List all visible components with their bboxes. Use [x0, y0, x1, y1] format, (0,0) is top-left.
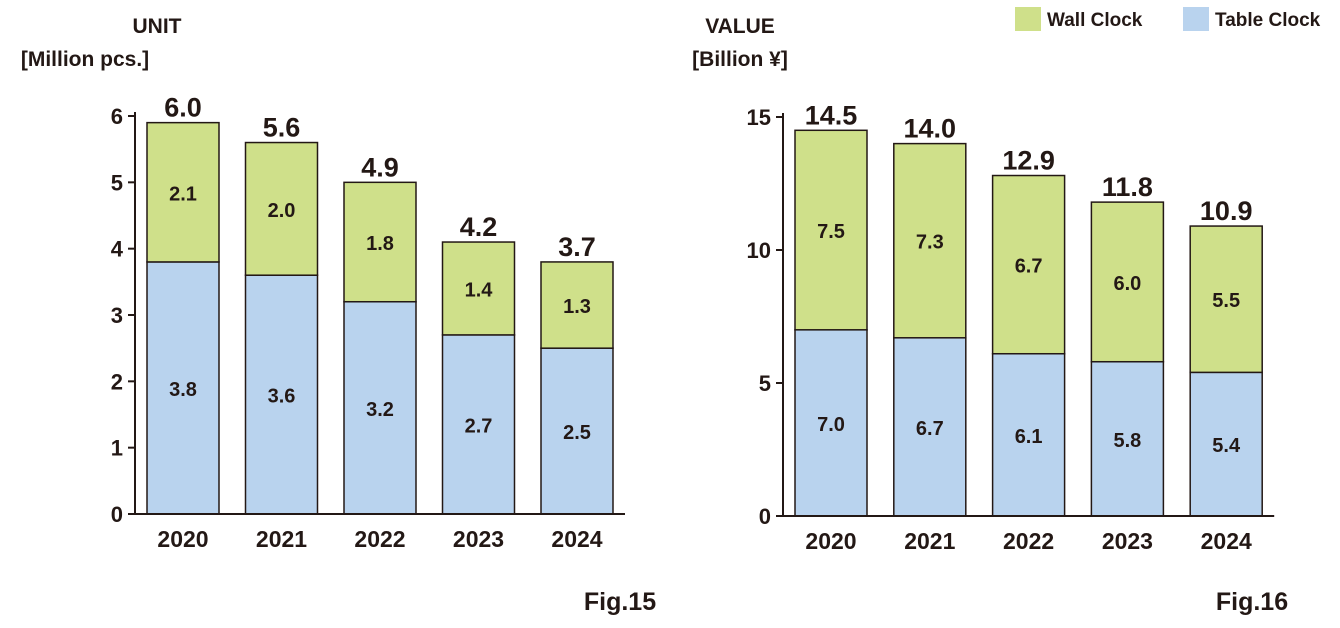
value-bar-wall-clock	[991, 174, 1066, 355]
unit-x-tick-label: 2021	[256, 526, 307, 552]
value-x-tick-label: 2024	[1201, 528, 1252, 554]
value-bar-label-wall-clock: 7.5	[817, 221, 845, 243]
unit-y-tick-label: 0	[111, 502, 123, 527]
value-bar-label-table-clock: 7.0	[817, 414, 845, 436]
value-x-tick-label: 2021	[904, 528, 955, 554]
value-y-tick-label: 10	[747, 238, 771, 263]
value-bar-table-clock	[1090, 360, 1165, 517]
value-bar-label-table-clock: 6.7	[916, 418, 944, 440]
value-x-tick-label: 2022	[1003, 528, 1054, 554]
unit-bar-total-label: 5.6	[263, 113, 301, 143]
value-chart-unit-label: [Billion ¥]	[692, 48, 788, 71]
value-bar-label-table-clock: 5.8	[1113, 430, 1141, 452]
value-bar-total-label: 12.9	[1002, 146, 1055, 176]
unit-bar-wall-clock	[540, 261, 614, 349]
value-bar-label-wall-clock: 6.0	[1113, 273, 1141, 295]
unit-bar-label-table-clock: 3.6	[268, 386, 296, 408]
unit-x-tick-label: 2020	[157, 526, 208, 552]
unit-bar-total-label: 3.7	[558, 232, 596, 262]
legend-swatch-table-clock	[1183, 7, 1209, 31]
unit-bar-table-clock	[244, 274, 319, 515]
unit-bar-wall-clock	[244, 141, 319, 276]
legend-label-wall-clock: Wall Clock	[1047, 10, 1143, 31]
unit-bar-wall-clock	[146, 121, 220, 263]
unit-y-tick-label: 3	[111, 303, 123, 328]
value-bar-total-label: 11.8	[1102, 172, 1153, 202]
unit-bar-label-table-clock: 3.8	[169, 379, 197, 401]
unit-bar-label-table-clock: 2.5	[563, 422, 591, 444]
value-bar-label-wall-clock: 7.3	[916, 232, 944, 254]
unit-bar-table-clock	[441, 334, 516, 515]
value-chart-title: VALUE	[705, 15, 775, 38]
unit-x-tick-label: 2024	[551, 526, 602, 552]
legend-label-table-clock: Table Clock	[1215, 10, 1321, 31]
value-bar-label-table-clock: 5.4	[1212, 435, 1241, 457]
unit-bar-label-wall-clock: 1.4	[465, 279, 494, 301]
unit-chart-unit-label: [Million pcs.]	[21, 48, 149, 71]
unit-y-tick-label: 1	[111, 436, 123, 461]
unit-x-tick-label: 2023	[453, 526, 504, 552]
value-bar-wall-clock	[893, 142, 967, 339]
fig16-label: Fig.16	[1216, 588, 1288, 616]
unit-y-tick-label: 5	[111, 170, 123, 195]
unit-bar-label-wall-clock: 1.8	[366, 233, 394, 255]
unit-bar-label-wall-clock: 1.3	[563, 296, 591, 318]
value-bar-total-label: 10.9	[1200, 196, 1253, 226]
unit-bar-label-wall-clock: 2.0	[268, 200, 296, 222]
unit-y-tick-label: 4	[111, 237, 124, 262]
unit-bar-total-label: 4.9	[361, 152, 399, 182]
unit-bar-label-table-clock: 3.2	[366, 399, 394, 421]
value-y-tick-label: 15	[747, 105, 771, 130]
value-bar-total-label: 14.5	[805, 100, 858, 130]
value-bar-table-clock	[991, 352, 1066, 517]
unit-bar-label-table-clock: 2.7	[465, 415, 493, 437]
value-bar-total-label: 14.0	[904, 114, 957, 144]
unit-bar-label-wall-clock: 2.1	[169, 183, 197, 205]
value-bar-wall-clock	[794, 129, 868, 331]
value-x-tick-label: 2023	[1102, 528, 1153, 554]
unit-x-tick-label: 2022	[354, 526, 405, 552]
value-bar-label-wall-clock: 5.5	[1212, 290, 1240, 312]
value-bar-wall-clock	[1189, 225, 1263, 374]
value-x-tick-label: 2020	[805, 528, 856, 554]
value-bar-label-wall-clock: 6.7	[1015, 256, 1043, 278]
legend-swatch-wall-clock	[1015, 7, 1041, 31]
fig15-label: Fig.15	[584, 588, 656, 616]
unit-bar-total-label: 6.0	[164, 93, 202, 123]
value-bar-wall-clock	[1090, 201, 1165, 363]
value-y-tick-label: 5	[759, 371, 771, 396]
unit-chart-title: UNIT	[133, 15, 182, 38]
unit-bar-wall-clock	[441, 241, 516, 336]
unit-bar-wall-clock	[343, 181, 417, 303]
unit-bar-total-label: 4.2	[460, 212, 498, 242]
value-y-tick-label: 0	[759, 504, 771, 529]
unit-y-tick-label: 2	[111, 369, 123, 394]
unit-y-tick-label: 6	[111, 104, 123, 129]
value-bar-table-clock	[893, 337, 967, 517]
value-bar-label-table-clock: 6.1	[1015, 426, 1043, 448]
unit-bar-table-clock	[343, 300, 417, 515]
